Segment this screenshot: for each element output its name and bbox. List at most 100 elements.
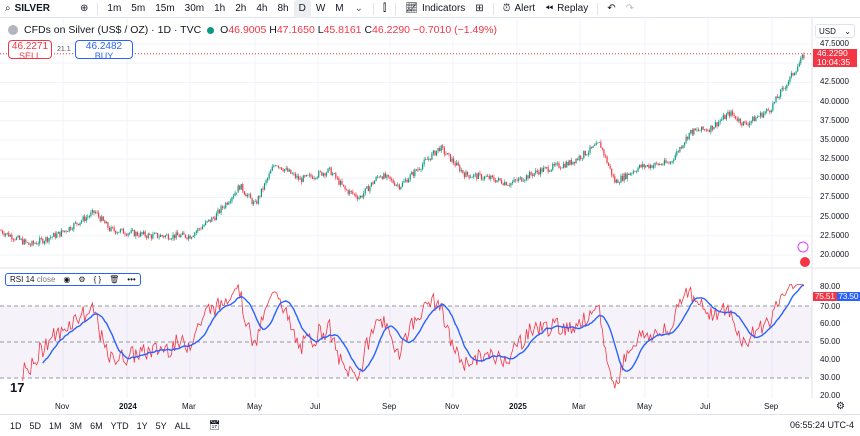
settings-icon[interactable]: ⚙︎ — [78, 275, 86, 284]
candle-body — [360, 195, 362, 198]
time-axis[interactable]: Nov 2024 Mar May Jul Sep Nov 2025 Mar May Jul Sep — [0, 398, 812, 414]
rsi-ma-line — [42, 284, 805, 372]
clock[interactable]: 06:55:24 UTC-4 — [789, 420, 854, 430]
candle-body — [586, 154, 588, 156]
candle-body — [294, 173, 297, 178]
interval-15m[interactable]: 15m — [155, 3, 175, 14]
candle-body — [632, 171, 634, 174]
candle-body — [584, 150, 586, 156]
candle-body — [645, 166, 647, 168]
trash-icon[interactable]: 🗑︎ — [109, 275, 120, 284]
price-tick: 42.5000 — [820, 77, 849, 87]
candle-body — [769, 110, 771, 113]
currency-select[interactable]: USD ⌄ — [815, 24, 855, 38]
candle-body — [573, 161, 576, 164]
candle-body — [590, 146, 593, 148]
compare-button[interactable]: ⊕ — [75, 0, 93, 18]
replay-button[interactable]: ⏪︎ Replay — [540, 0, 593, 18]
candle-body — [614, 176, 616, 183]
candle-body — [304, 175, 306, 177]
candle-body — [479, 173, 481, 175]
candle-body — [353, 193, 355, 195]
indicators-button[interactable]: 📈︎ Indicators — [400, 0, 470, 18]
market-status-icon — [207, 26, 215, 34]
buy-button[interactable]: 46.2482 BUY — [75, 40, 133, 61]
candle-body — [442, 145, 444, 148]
candle-body — [186, 237, 188, 239]
candle-body — [555, 163, 557, 166]
rsi-legend[interactable]: RSI 14 close ◉ ⚙︎ { } 🗑︎ ••• — [5, 273, 141, 286]
candle-body — [262, 188, 264, 190]
chevron-down-icon[interactable]: ⌄ — [354, 3, 364, 14]
candle-body — [634, 171, 636, 172]
candle-body — [473, 174, 475, 177]
candle-body — [600, 142, 602, 148]
layout-button[interactable]: ⊞ — [470, 0, 488, 18]
interval-4h[interactable]: 4h — [256, 3, 268, 14]
candle-body — [290, 169, 292, 174]
price-axis[interactable]: 47.5000 42.5000 40.0000 37.5000 35.0000 32.50… — [812, 18, 860, 400]
interval-5m[interactable]: 5m — [131, 3, 146, 14]
sell-button[interactable]: 46.2271 SELL — [8, 40, 52, 61]
candle-body — [239, 185, 241, 190]
replay-label: Replay — [557, 3, 589, 14]
candle-body — [721, 119, 723, 121]
interval-1h[interactable]: 1h — [214, 3, 226, 14]
interval-8h[interactable]: 8h — [277, 3, 289, 14]
range-5D[interactable]: 5D — [29, 420, 42, 431]
axis-settings-icon[interactable]: ⚙︎ — [836, 401, 845, 412]
candle-body — [119, 229, 121, 233]
rsi-title: RSI 14 close — [10, 275, 56, 284]
candle-body — [463, 173, 466, 178]
candle-body — [366, 186, 368, 189]
interval-D[interactable]: D — [293, 0, 311, 18]
source-code-icon[interactable]: { } — [93, 275, 102, 284]
candle-body — [448, 153, 450, 155]
candle-body — [124, 233, 126, 235]
candle-body — [319, 171, 321, 172]
candle-body — [404, 179, 407, 182]
candle-body — [110, 227, 112, 231]
chart-type-button[interactable]: ⫿ — [378, 0, 391, 18]
candle-body — [344, 186, 346, 190]
redo-icon: ↷ — [625, 3, 634, 14]
candle-body — [673, 159, 675, 162]
range-1M[interactable]: 1M — [49, 420, 62, 431]
price-tick: 35.0000 — [820, 134, 849, 144]
candle-body — [460, 170, 462, 172]
calendar-icon[interactable]: 📅︎ — [208, 420, 221, 430]
candle-body — [372, 182, 374, 184]
candle-body — [683, 142, 686, 146]
interval-2h[interactable]: 2h — [235, 3, 247, 14]
candle-body — [268, 173, 270, 179]
symbol-search[interactable]: ⌕ SILVER — [0, 0, 55, 18]
candle-body — [508, 185, 510, 186]
redo-button[interactable]: ↷ — [621, 0, 639, 18]
candle-body — [541, 168, 543, 172]
candle-body — [150, 235, 152, 239]
eye-icon[interactable]: ◉ — [63, 275, 71, 284]
candle-body — [273, 165, 275, 167]
interval-1m[interactable]: 1m — [107, 3, 122, 14]
range-5Y[interactable]: 5Y — [155, 420, 167, 431]
range-1D[interactable]: 1D — [10, 420, 22, 431]
interval-30m[interactable]: 30m — [184, 3, 205, 14]
range-3M[interactable]: 3M — [69, 420, 83, 431]
alert-button[interactable]: ⏰︎ Alert — [498, 0, 540, 18]
interval-M[interactable]: M — [335, 3, 344, 14]
candle-body — [758, 116, 760, 117]
candle-body — [99, 216, 101, 222]
range-1Y[interactable]: 1Y — [136, 420, 148, 431]
price-tick: 40.0000 — [820, 96, 849, 106]
range-YTD[interactable]: YTD — [110, 420, 129, 431]
range-ALL[interactable]: ALL — [174, 420, 191, 431]
more-icon[interactable]: ••• — [127, 275, 136, 284]
time-tick: 2025 — [509, 402, 527, 411]
undo-button[interactable]: ↶ — [602, 0, 620, 18]
candle-body — [792, 73, 794, 76]
candle-body — [426, 159, 428, 160]
range-6M[interactable]: 6M — [90, 420, 103, 431]
interval-W[interactable]: W — [315, 3, 326, 14]
candle-body — [267, 178, 269, 181]
